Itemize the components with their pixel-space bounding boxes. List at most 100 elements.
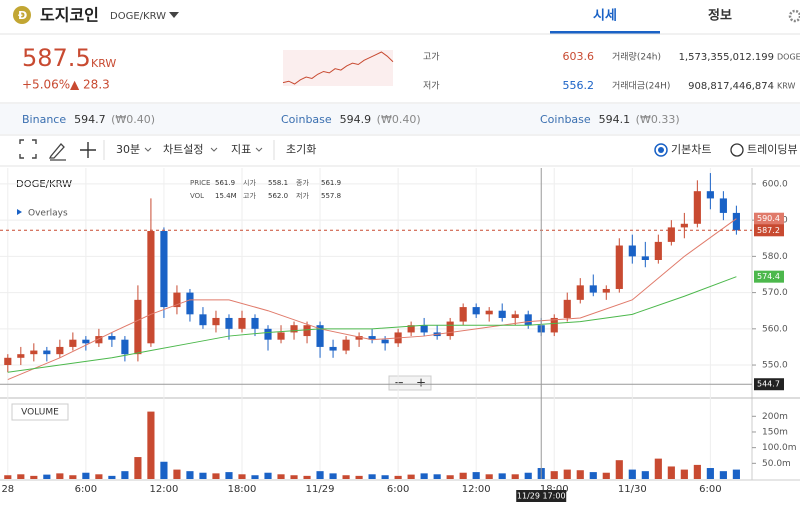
volume-bar xyxy=(108,475,116,479)
y-tick-label: 600.0 xyxy=(762,179,788,189)
info-label: 시가 xyxy=(243,178,256,187)
candle-body xyxy=(342,339,350,351)
stat-label: 거래량(24h) xyxy=(612,51,661,63)
volume-bar xyxy=(173,469,181,479)
candle-body xyxy=(147,231,155,344)
volume-bar xyxy=(628,469,636,479)
stat-label: 고가 xyxy=(423,52,440,63)
candle-body xyxy=(654,241,662,260)
volume-bar xyxy=(355,475,363,479)
overlays[interactable]: Overlays xyxy=(28,209,68,219)
volume-bar xyxy=(394,475,402,479)
candle-body xyxy=(82,339,90,344)
volume-bar xyxy=(316,471,324,479)
x-tick-label: 18:00 xyxy=(540,484,569,495)
volume-bar xyxy=(550,471,558,479)
coin-icon xyxy=(13,6,31,24)
exchange-price: 594.1 xyxy=(599,113,631,126)
volume-bar xyxy=(381,475,389,479)
volume-bar xyxy=(264,472,272,479)
volume-bar xyxy=(420,473,428,479)
y-tick-label: 550.0 xyxy=(762,361,788,371)
candle-body xyxy=(186,292,194,315)
volume-bar xyxy=(147,411,155,479)
candle-body xyxy=(134,299,142,355)
ma-tag: 574.4 xyxy=(757,272,780,281)
draw-icon[interactable] xyxy=(48,143,66,161)
settings-icon[interactable] xyxy=(788,9,800,23)
volume-bar xyxy=(407,474,415,479)
stat-label: 거래대금(24H) xyxy=(612,81,670,92)
candle-body xyxy=(407,325,415,333)
candle-body xyxy=(212,317,220,326)
exchange-name: Coinbase xyxy=(281,113,332,126)
chart-settings[interactable]: 차트설정 xyxy=(163,143,203,156)
x-tick-label: 6:00 xyxy=(699,484,721,495)
price-tag-bg xyxy=(754,224,784,237)
overlays-arrow[interactable] xyxy=(17,209,22,215)
volume-bar xyxy=(225,472,233,479)
fullscreen-icon[interactable] xyxy=(19,139,37,159)
volume-bar xyxy=(277,474,285,479)
candle-body xyxy=(563,299,571,318)
candle-body xyxy=(693,191,701,224)
moving-average xyxy=(7,218,737,380)
candle-body xyxy=(446,321,454,337)
x-tick-label: 28 xyxy=(1,484,14,495)
info-value: 557.8 xyxy=(321,192,341,200)
candle-body xyxy=(290,325,298,333)
tab-active[interactable]: 시세 xyxy=(593,9,617,24)
candle-body xyxy=(511,314,519,318)
exchange-price: 594.9 xyxy=(340,113,372,126)
candle-body xyxy=(602,288,610,293)
caret xyxy=(210,147,218,152)
volume-bar xyxy=(82,472,90,479)
volume-bar xyxy=(641,471,649,479)
zoom-in[interactable]: + xyxy=(416,376,426,390)
candle-body xyxy=(4,357,12,366)
sparkline-bg xyxy=(283,50,393,86)
candle-body xyxy=(550,317,558,333)
volume-bar xyxy=(160,461,168,479)
candle-body xyxy=(719,198,727,213)
zoom-out[interactable]: − xyxy=(394,376,404,390)
ma-tag-bg xyxy=(754,270,784,283)
volume-bar xyxy=(303,475,311,479)
coin-icon-glyph: Đ xyxy=(18,9,27,22)
indicators[interactable]: 지표 xyxy=(231,143,251,156)
volume-bar xyxy=(693,464,701,479)
crosshair-icon[interactable] xyxy=(80,142,96,158)
stat-value: 1,573,355,012.199 xyxy=(679,52,774,63)
candle-body xyxy=(641,256,649,260)
candle-body xyxy=(199,314,207,326)
info-value: 561.9 xyxy=(215,179,235,187)
x-tick-label: 6:00 xyxy=(75,484,97,495)
volume-bar xyxy=(615,460,623,479)
tab[interactable]: 정보 xyxy=(708,8,732,24)
volume-bar xyxy=(17,474,25,479)
volume-bar xyxy=(719,471,727,479)
info-label: 저가 xyxy=(296,191,309,200)
candle-body xyxy=(238,317,246,329)
reset[interactable]: 초기화 xyxy=(286,143,316,156)
interval[interactable]: 30분 xyxy=(116,143,140,156)
radio-off[interactable] xyxy=(730,143,744,157)
volume-bar xyxy=(459,472,467,479)
crosshair-tag: 544.7 xyxy=(757,380,780,389)
chart-type[interactable]: 기본차트 xyxy=(671,143,711,156)
caret xyxy=(144,147,152,152)
exchange-name: Coinbase xyxy=(540,113,591,126)
radio-on[interactable] xyxy=(654,143,668,157)
y-tick-label: 570.0 xyxy=(762,288,788,298)
candle-body xyxy=(615,245,623,289)
v-tick-label: 150m xyxy=(762,427,788,437)
info-value: 15.4M xyxy=(215,192,237,200)
volume-bar xyxy=(43,474,51,479)
volume-bar xyxy=(654,458,662,479)
v-tick-label: 50.0m xyxy=(762,459,791,469)
candle-body xyxy=(680,223,688,228)
volume-bar xyxy=(238,474,246,479)
chart-type[interactable]: 트레이딩뷰 xyxy=(747,143,798,156)
dropdown[interactable] xyxy=(169,12,179,18)
